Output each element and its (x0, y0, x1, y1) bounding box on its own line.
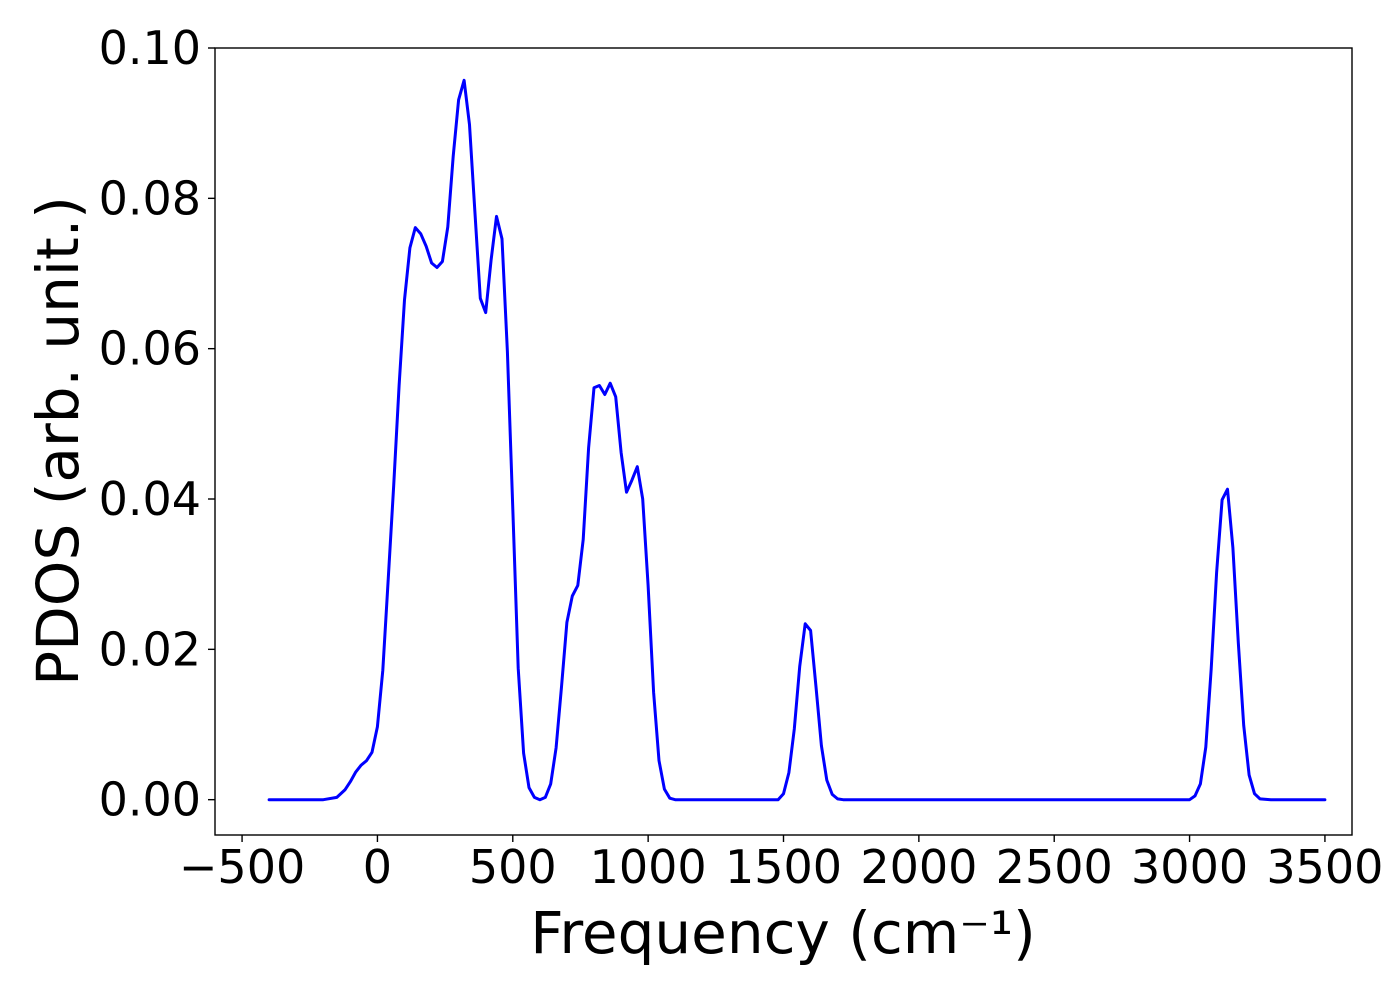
y-axis: 0.00 0.02 0.04 0.06 0.08 0.10 (99, 21, 215, 827)
x-tick-label: 0 (363, 840, 392, 894)
plot-frame (214, 47, 1353, 836)
x-tick-label: 500 (469, 840, 557, 894)
x-tick-label: 3000 (1131, 840, 1248, 894)
x-tick-label: 2000 (860, 840, 977, 894)
plot-area (267, 78, 1327, 802)
y-tick-label: 0.04 (99, 472, 201, 526)
y-tick-label: 0.02 (99, 622, 201, 676)
x-tick-label: 2500 (996, 840, 1113, 894)
x-tick-label: 1500 (725, 840, 842, 894)
x-tick-label: 3500 (1266, 840, 1383, 894)
y-axis-label: PDOS (arb. unit.) (24, 196, 92, 686)
x-tick-label: 1000 (590, 840, 707, 894)
y-tick-label: 0.08 (99, 171, 201, 225)
series-line-0 (267, 78, 1327, 802)
x-axis-label: Frequency (cm⁻¹) (530, 899, 1036, 967)
y-tick-label: 0.06 (99, 322, 201, 376)
y-tick-label: 0.00 (99, 773, 201, 827)
y-tick-label: 0.10 (99, 21, 201, 75)
x-tick-label: −500 (179, 840, 305, 894)
x-axis: −500 0 500 1000 1500 2000 2500 3000 3500 (179, 835, 1383, 894)
